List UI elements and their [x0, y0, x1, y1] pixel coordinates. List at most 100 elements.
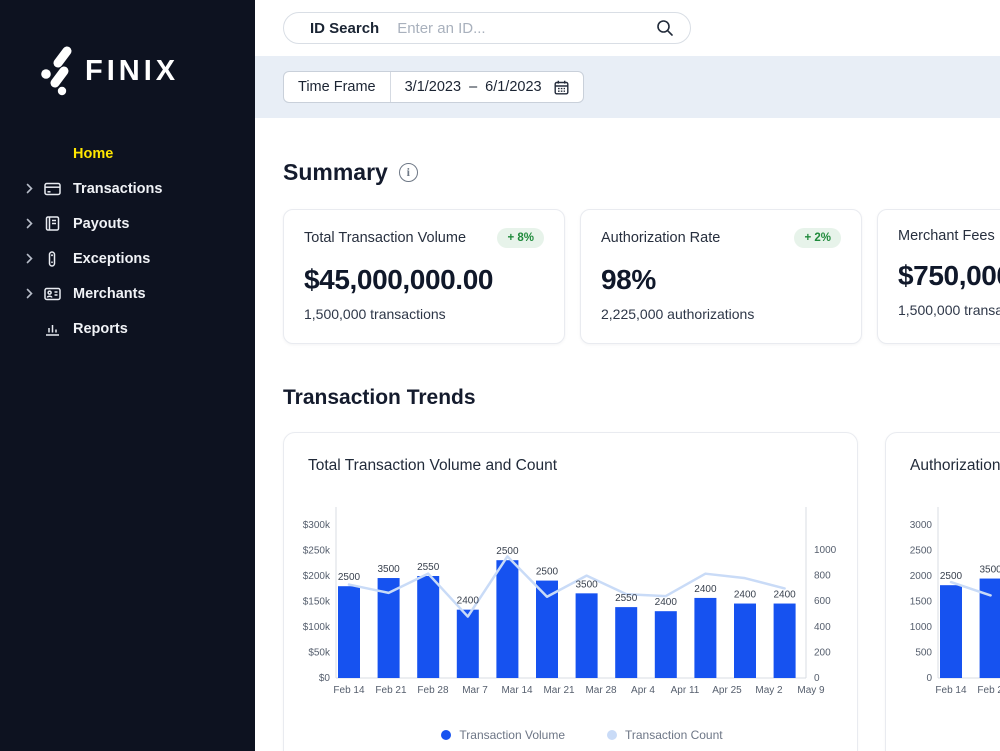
chevron-right-icon: [26, 218, 42, 229]
legend-label: Transaction Volume: [459, 728, 565, 742]
summary-cards: Total Transaction Volume + 8% $45,000,00…: [283, 209, 1000, 344]
svg-text:$150k: $150k: [303, 597, 331, 608]
thermometer-icon: [42, 250, 62, 267]
svg-text:Feb 21: Feb 21: [375, 685, 407, 696]
svg-text:May 9: May 9: [797, 685, 825, 696]
summary-title: Summary: [283, 159, 388, 185]
svg-text:400: 400: [814, 622, 831, 633]
filter-band: Time Frame 3/1/2023 – 6/1/2023: [255, 56, 1000, 118]
svg-text:Apr 25: Apr 25: [712, 685, 742, 696]
sidebar-item-label: Exceptions: [73, 250, 151, 267]
finix-logo-icon: [41, 46, 72, 96]
sidebar-item-merchants[interactable]: Merchants: [0, 276, 255, 311]
svg-text:2400: 2400: [734, 590, 757, 601]
svg-text:3500: 3500: [979, 565, 1000, 576]
svg-text:Mar 21: Mar 21: [543, 685, 575, 696]
transaction-trends-title: Transaction Trends: [283, 386, 476, 409]
svg-text:$300k: $300k: [303, 520, 331, 531]
svg-text:600: 600: [814, 596, 831, 607]
date-range[interactable]: 3/1/2023 – 6/1/2023: [391, 72, 583, 102]
svg-text:$200k: $200k: [303, 571, 331, 582]
main-area: ID Search Time Frame 3/1/2023 – 6/1/2023: [255, 0, 1000, 751]
svg-text:Feb 21: Feb 21: [977, 685, 1000, 696]
svg-text:1000: 1000: [910, 622, 933, 633]
dashboard-content: Summary i Total Transaction Volume + 8% …: [255, 159, 1000, 751]
legend-transaction-count: Transaction Count: [607, 728, 723, 742]
card-label: Total Transaction Volume: [304, 230, 467, 246]
calendar-icon[interactable]: [554, 80, 569, 95]
sidebar-item-transactions[interactable]: Transactions: [0, 171, 255, 206]
svg-text:Feb 28: Feb 28: [417, 685, 449, 696]
trend-charts: Total Transaction Volume and Count $300k…: [283, 432, 1000, 751]
sidebar-item-label: Transactions: [73, 180, 163, 197]
svg-text:Apr 11: Apr 11: [671, 685, 700, 696]
sidebar-nav: Home Transactions Payouts: [0, 136, 255, 346]
end-date: 6/1/2023: [485, 79, 542, 95]
svg-text:3500: 3500: [377, 564, 400, 575]
svg-text:1000: 1000: [814, 545, 837, 556]
summary-card-total-volume: Total Transaction Volume + 8% $45,000,00…: [283, 209, 565, 344]
finix-logo: FINIX: [0, 0, 255, 96]
chart-title: Total Transaction Volume and Count: [308, 457, 558, 474]
svg-text:Mar 28: Mar 28: [585, 685, 617, 696]
svg-text:3000: 3000: [910, 520, 933, 531]
credit-card-icon: [42, 182, 62, 196]
chevron-right-icon: [26, 183, 42, 194]
svg-text:0: 0: [926, 673, 932, 684]
svg-text:$250k: $250k: [303, 546, 331, 557]
time-frame-control[interactable]: Time Frame 3/1/2023 – 6/1/2023: [283, 71, 584, 103]
authorization-chart: 3000 2500 2000 1500 1000 500 0 2500 3500 Feb 14 Fe…: [910, 507, 1000, 696]
svg-text:3500: 3500: [575, 579, 598, 590]
sidebar-item-label: Payouts: [73, 215, 130, 232]
card-value: $750,000.00: [898, 260, 1000, 291]
sidebar-item-reports[interactable]: Reports: [0, 311, 255, 346]
svg-text:800: 800: [814, 571, 831, 582]
id-card-icon: [42, 287, 62, 301]
svg-text:200: 200: [814, 647, 831, 658]
chart-card-authorization: Authorization 3000 2500 2000 1500 1000 500 0 25…: [885, 432, 1000, 751]
svg-text:2400: 2400: [457, 596, 480, 607]
chevron-right-icon: [26, 253, 42, 264]
bar-chart-icon: [42, 322, 62, 336]
legend-label: Transaction Count: [625, 728, 723, 742]
info-circle-icon[interactable]: i: [398, 163, 418, 182]
svg-text:1500: 1500: [910, 597, 933, 608]
legend-dot-volume: [441, 730, 452, 740]
sidebar-item-home[interactable]: Home: [0, 136, 255, 171]
volume-count-chart: $300k $250k $200k $150k $100k $50k $0 1000 800 60…: [303, 507, 837, 696]
svg-text:2400: 2400: [694, 584, 717, 595]
legend-transaction-volume: Transaction Volume: [441, 728, 565, 742]
date-separator: –: [469, 79, 478, 95]
svg-text:2400: 2400: [655, 597, 678, 608]
svg-text:2500: 2500: [910, 546, 933, 557]
svg-text:Feb 14: Feb 14: [333, 685, 365, 696]
sidebar-item-label: Home: [73, 145, 114, 162]
finix-wordmark: FINIX: [85, 54, 180, 87]
magnifier-icon[interactable]: [656, 19, 674, 37]
sidebar-item-payouts[interactable]: Payouts: [0, 206, 255, 241]
card-subtext: 1,500,000 transactions: [304, 306, 446, 322]
card-value: 98%: [601, 264, 656, 295]
card-subtext: 1,500,000 transactions: [898, 302, 1000, 318]
svg-text:May 2: May 2: [755, 685, 783, 696]
chart-legend: Transaction Volume Transaction Count: [308, 728, 856, 742]
chart-title: Authorization: [910, 457, 1000, 474]
svg-text:2500: 2500: [536, 567, 559, 578]
sidebar-item-label: Reports: [73, 320, 128, 337]
svg-text:Mar 7: Mar 7: [462, 685, 488, 696]
sidebar-item-exceptions[interactable]: Exceptions: [0, 241, 255, 276]
id-search-bar[interactable]: ID Search: [283, 12, 691, 44]
summary-card-merchant-fees: Merchant Fees $750,000.00 1,500,000 tran…: [877, 209, 1000, 344]
chart-card-volume-count: Total Transaction Volume and Count $300k…: [283, 432, 858, 751]
sidebar: FINIX Home Transactions: [0, 0, 255, 751]
svg-text:2550: 2550: [615, 593, 638, 604]
id-search-input[interactable]: [397, 19, 656, 37]
svg-text:Feb 14: Feb 14: [935, 685, 967, 696]
svg-text:2400: 2400: [773, 590, 796, 601]
trend-badge: + 8%: [497, 228, 544, 248]
svg-text:2000: 2000: [910, 571, 933, 582]
legend-dot-count: [607, 730, 617, 740]
svg-text:0: 0: [814, 673, 820, 684]
sidebar-item-label: Merchants: [73, 285, 146, 302]
